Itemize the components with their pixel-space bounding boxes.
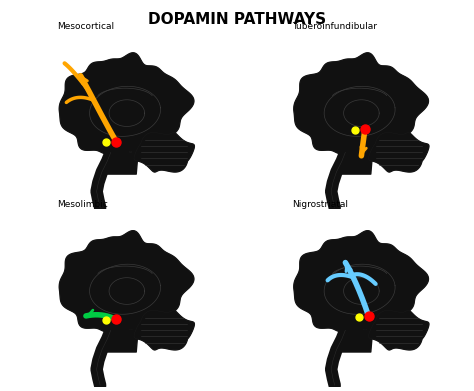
Polygon shape (369, 310, 429, 350)
Text: DOPAMIN PATHWAYS: DOPAMIN PATHWAYS (148, 12, 326, 27)
Text: Mesocortical: Mesocortical (57, 22, 115, 31)
Polygon shape (369, 133, 429, 172)
Polygon shape (294, 53, 428, 159)
Polygon shape (59, 53, 194, 159)
Polygon shape (134, 310, 194, 350)
Polygon shape (59, 231, 194, 337)
Text: Mesolimbic: Mesolimbic (57, 200, 109, 209)
Text: Nigrostriatal: Nigrostriatal (292, 200, 348, 209)
Polygon shape (134, 133, 194, 172)
Polygon shape (294, 231, 428, 337)
Text: Tuberoinfundibular: Tuberoinfundibular (292, 22, 377, 31)
